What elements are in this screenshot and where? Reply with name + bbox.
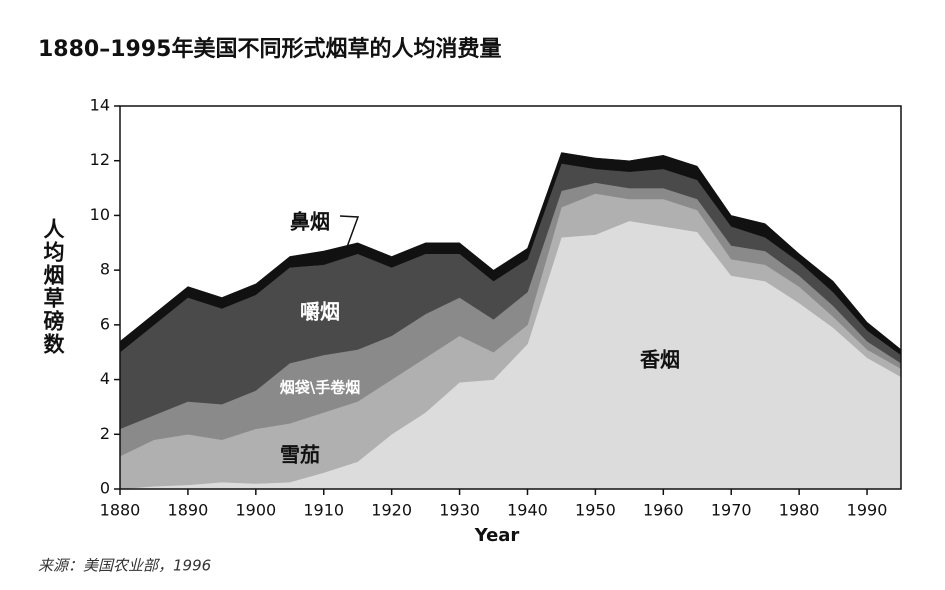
callout-line [339,215,360,248]
x-axis-label: Year [474,525,520,546]
area-label: 嚼烟 [300,300,340,324]
source-note: 来源：美国农业部，1996 [38,557,211,575]
y-tick-label: 4 [100,369,110,388]
y-tick-label: 8 [100,260,110,279]
chart-title: 1880–1995年美国不同形式烟草的人均消费量 [38,36,501,62]
x-tick-label: 1960 [643,501,684,520]
area-label: 香烟 [640,348,680,372]
y-tick-label: 0 [100,479,110,498]
y-tick-label: 12 [90,150,110,169]
y-tick-label: 10 [90,205,110,224]
x-tick-label: 1880 [100,501,141,520]
plot-frame [119,105,902,490]
x-tick-label: 1940 [507,501,548,520]
area-label: 雪茄 [280,443,320,467]
x-tick-label: 1970 [711,501,752,520]
y-axis-label: 人均烟草磅数 [41,218,65,356]
x-tick-label: 1890 [168,501,209,520]
x-tick-label: 1900 [235,501,276,520]
x-tick-label: 1980 [779,501,820,520]
x-tick-label: 1990 [847,501,888,520]
x-tick-label: 1910 [303,501,344,520]
area-label: 鼻烟 [290,210,330,234]
y-tick-label: 2 [100,424,110,443]
x-tick-label: 1920 [371,501,412,520]
y-tick-label: 14 [90,96,110,115]
area-label: 烟袋\手卷烟 [280,379,360,397]
y-tick-label: 6 [100,314,110,333]
x-tick-label: 1950 [575,501,616,520]
x-tick-label: 1930 [439,501,480,520]
